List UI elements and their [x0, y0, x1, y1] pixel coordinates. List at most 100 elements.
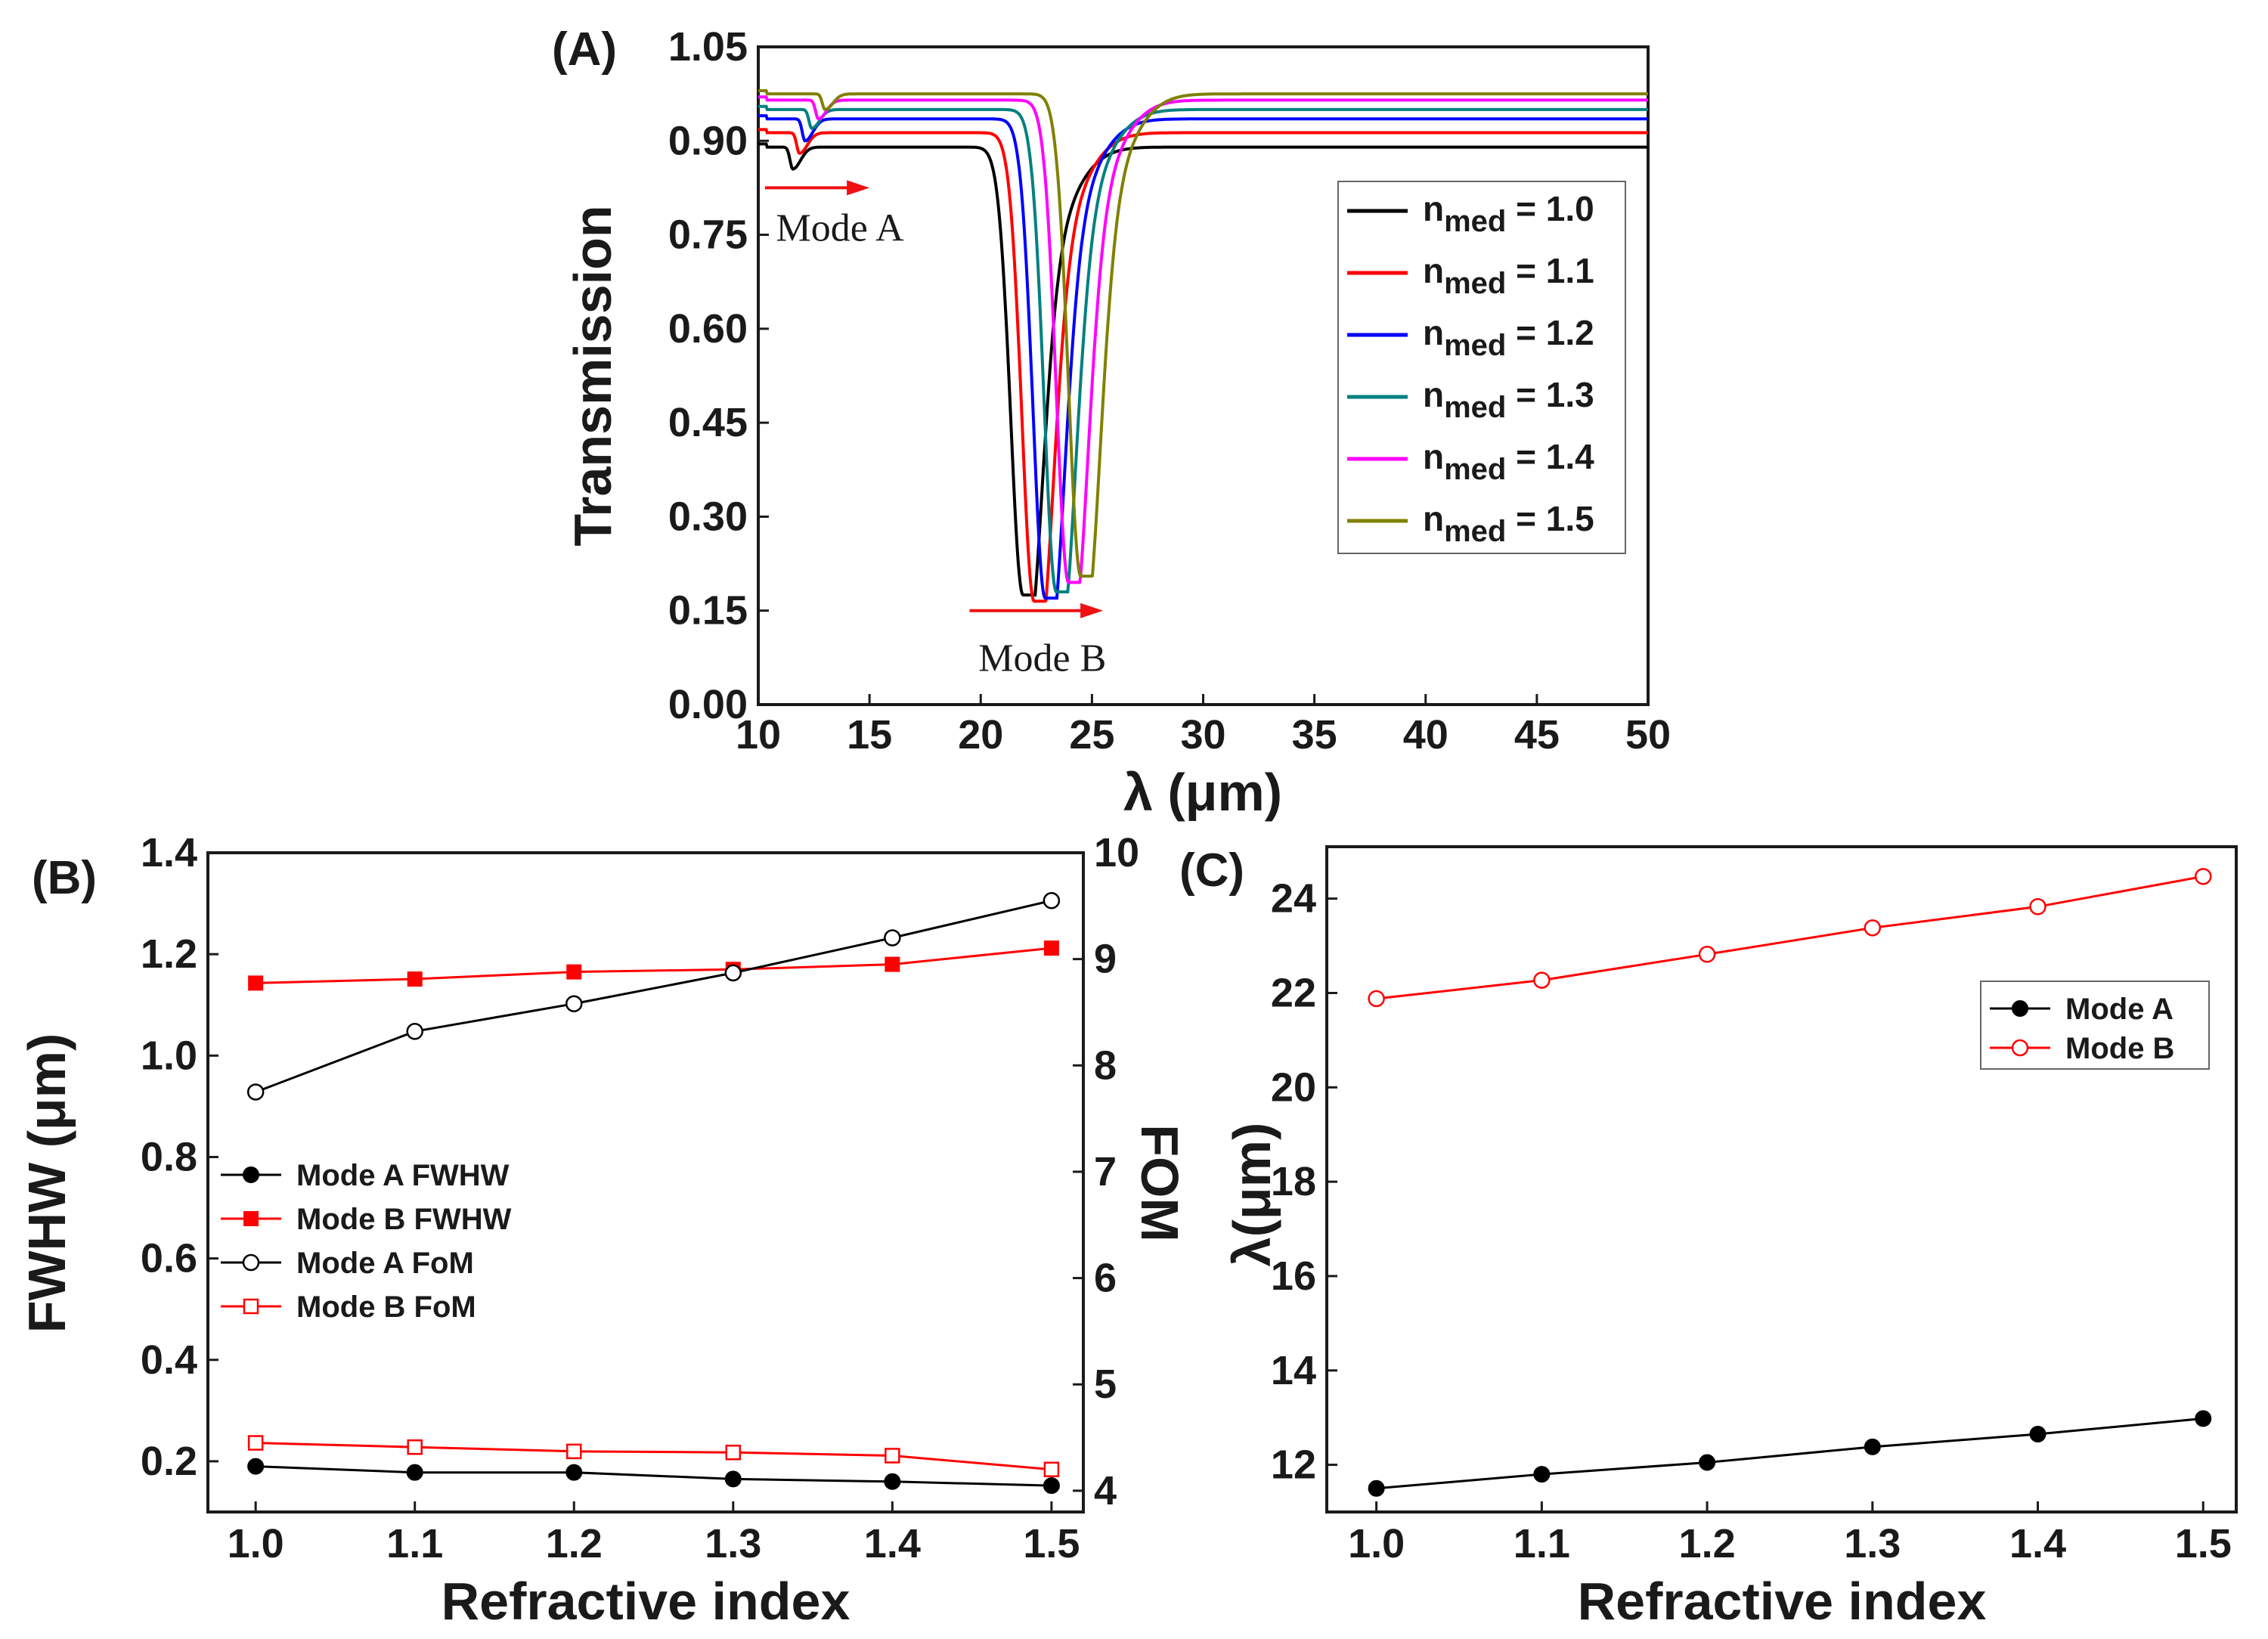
panel-b-x-tick-label: 1.2	[546, 1521, 603, 1566]
panel-b-legend: Mode A FWHW Mode B FWHW Mode A FoM Mode B F…	[221, 1159, 512, 1324]
panel-b-y2-tick-label: 6	[1094, 1256, 1117, 1301]
panel-a-y-ticks: 0.00 0.15 0.30 0.45 0.60 0.75 0.90 1.05	[668, 24, 769, 727]
panel-c-x-ticks: 1.0 1.1 1.2 1.3 1.4 1.5	[1348, 1501, 2232, 1566]
panel-a-legend-label: nmed = 1.5	[1423, 499, 1594, 548]
panel-b-data-point	[566, 1443, 582, 1460]
panel-b-data-point	[724, 1470, 742, 1488]
panel-c-x-tick-label: 1.4	[2009, 1521, 2066, 1566]
panel-b-data-point	[565, 995, 583, 1012]
panel-b-x-ticks: 1.0 1.1 1.2 1.3 1.4 1.5	[228, 1501, 1080, 1566]
panel-b-y2-tick-label: 5	[1094, 1362, 1117, 1407]
panel-a-x-tick-label: 40	[1403, 712, 1448, 758]
panel-b-y-tick-label: 1.0	[141, 1033, 197, 1078]
panel-b-data-point	[725, 1444, 742, 1461]
panel-a-x-tick-label: 50	[1625, 712, 1671, 758]
panel-a-series-line-3	[758, 114, 1648, 600]
legend-n: n	[1423, 499, 1444, 538]
panel-a-legend-label: nmed = 1.4	[1423, 437, 1594, 486]
panel-b-y-tick-label: 0.6	[141, 1236, 197, 1281]
panel-b-x-tick-label: 1.5	[1023, 1521, 1080, 1566]
legend-value: = 1.4	[1506, 437, 1594, 476]
panel-a-y-tick-label: 1.05	[668, 24, 748, 70]
panel-b-y-ticks: 0.2 0.4 0.6 0.8 1.0 1.2 1.4	[141, 830, 218, 1484]
panel-c-data-point	[1864, 919, 1882, 937]
panel-b-data-point	[247, 1458, 265, 1475]
panel-b-data-point	[407, 971, 423, 987]
panel-a-x-label: λ (μm)	[1123, 763, 1282, 822]
panel-c-legend-label: Mode A	[2065, 993, 2174, 1026]
panel-b-y-tick-label: 1.4	[141, 830, 197, 875]
panel-c-data-point	[1698, 946, 1716, 963]
panel-b-y2-tick-label: 8	[1094, 1043, 1117, 1088]
panel-b-data-point	[885, 1448, 900, 1464]
panel-c-y-tick-label: 22	[1271, 970, 1316, 1015]
panel-b-legend-marker	[242, 1253, 260, 1272]
legend-value: = 1.0	[1506, 189, 1594, 228]
legend-n: n	[1423, 251, 1444, 290]
panel-c-x-tick-label: 1.3	[1844, 1521, 1901, 1566]
panel-c-data-point	[1533, 971, 1551, 989]
panel-a-y-tick-label: 0.30	[668, 494, 748, 539]
panel-a-legend-label: nmed = 1.3	[1423, 375, 1594, 424]
panel-c-curves	[1368, 868, 2212, 1497]
panel-a-annotation-arrow-head	[847, 180, 870, 196]
panel-b-data-point	[724, 964, 742, 982]
panel-a-y-tick-label: 0.60	[668, 306, 748, 352]
panel-c-y-tick-label: 20	[1271, 1064, 1316, 1110]
panel-c-label: (C)	[1179, 844, 1244, 897]
panel-b-y2-tick-label: 9	[1094, 937, 1117, 982]
panel-c-legend: Mode A Mode B	[1980, 981, 2210, 1070]
panel-a-y-tick-label: 0.75	[668, 212, 748, 258]
panel-c-y-tick-label: 14	[1271, 1348, 1316, 1393]
panel-c-plot-frame	[1325, 845, 2238, 1514]
panel-c-data-point	[1368, 990, 1385, 1008]
panel-c-x-tick-label: 1.1	[1514, 1521, 1570, 1566]
panel-b-x-tick-label: 1.0	[228, 1521, 284, 1566]
panel-a-label: (A)	[552, 23, 617, 76]
panel-c-legend-marker	[2012, 1000, 2028, 1017]
legend-subscript: med	[1444, 329, 1506, 362]
legend-subscript: med	[1444, 515, 1506, 548]
legend-n: n	[1423, 313, 1444, 352]
panel-a-y-label: Transmission	[563, 205, 622, 546]
panel-b-data-point	[884, 1473, 901, 1490]
panel-b-label: (B)	[32, 852, 97, 904]
legend-n: n	[1423, 437, 1444, 476]
panel-a-x-tick-label: 25	[1069, 712, 1114, 758]
panel-b-data-point	[407, 1439, 423, 1455]
legend-n: n	[1423, 189, 1444, 228]
panel-a-legend-box	[1337, 181, 1626, 554]
panel-b: (B) 1.0 1.1 1.2 1.3 1.4 1.5 0.20.40.60.81.01.…	[17, 830, 1189, 1631]
panel-a-annotation-label: Mode A	[776, 206, 904, 249]
panel-b-legend-label: Mode A FWHW	[296, 1159, 510, 1192]
panel-b-legend-label: Mode A FoM	[296, 1247, 474, 1280]
panel-b-y2-tick-label: 10	[1094, 830, 1139, 875]
panel-b-data-point	[248, 975, 264, 991]
panel-b-data-point	[406, 1023, 423, 1040]
panel-b-series-line-2	[256, 947, 1052, 984]
panel-c-y-tick-label: 18	[1271, 1159, 1316, 1204]
panel-a-x-tick-label: 30	[1180, 712, 1225, 758]
panel-a-series-line-6	[758, 89, 1648, 578]
panel-b-data-point	[246, 1083, 265, 1101]
panel-c-series-line-2	[1376, 875, 2204, 1000]
panel-a-curves	[758, 89, 1648, 603]
panel-a: (A) 10 15 20 25 30 35 40 45 50 0.000.150.300.450…	[552, 23, 1671, 822]
panel-c-y-tick-label: 16	[1271, 1253, 1316, 1299]
panel-a-x-tick-label: 45	[1514, 712, 1560, 758]
panel-b-x-tick-label: 1.3	[705, 1521, 761, 1566]
panel-a-x-tick-label: 20	[958, 712, 1003, 758]
legend-value: = 1.3	[1506, 375, 1594, 414]
panel-b-data-point	[406, 1464, 423, 1481]
panel-a-series-line-2	[758, 128, 1648, 603]
legend-value: = 1.2	[1506, 313, 1594, 352]
panel-c-legend-marker	[2011, 1039, 2029, 1057]
panel-b-data-point	[885, 956, 900, 972]
panel-b-legend-marker	[243, 1298, 259, 1315]
panel-b-plot-frame	[206, 851, 1085, 1514]
legend-subscript: med	[1444, 453, 1506, 486]
panel-b-y-label: FWHW (μm)	[17, 1033, 76, 1334]
panel-c-data-point	[1368, 1479, 1385, 1497]
panel-c-data-point	[2029, 1426, 2046, 1443]
